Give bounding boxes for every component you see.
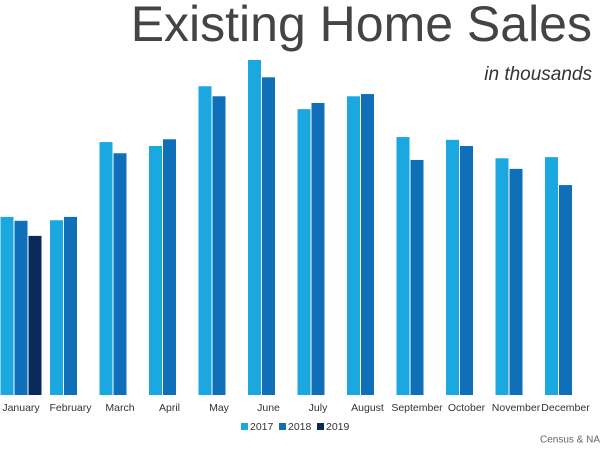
- bar: [509, 168, 523, 395]
- bar: [347, 96, 360, 396]
- chart-subtitle: in thousands: [484, 64, 592, 85]
- x-tick-label: December: [541, 402, 590, 414]
- x-tick-label: March: [105, 402, 134, 414]
- bar: [311, 102, 325, 395]
- bar: [149, 145, 162, 395]
- x-tick-label: August: [351, 402, 384, 414]
- legend-swatch: [279, 423, 286, 430]
- bar: [99, 142, 113, 395]
- bar: [396, 137, 410, 396]
- bar: [262, 77, 275, 395]
- bar: [0, 216, 14, 395]
- bar: [545, 157, 558, 395]
- chart-title: Existing Home Sales: [131, 0, 592, 52]
- x-tick-label: February: [49, 402, 92, 414]
- bar: [28, 235, 42, 395]
- bar: [361, 94, 374, 395]
- bar: [446, 139, 459, 395]
- bar: [64, 216, 77, 395]
- legend-label: 2018: [288, 421, 312, 433]
- legend-label: 2017: [250, 421, 274, 433]
- x-tick-label: September: [391, 402, 443, 414]
- x-tick-label: April: [159, 402, 180, 414]
- legend-label: 2019: [326, 421, 350, 433]
- bar: [113, 153, 127, 395]
- x-tick-label: November: [492, 402, 541, 414]
- x-tick-label: January: [2, 402, 40, 414]
- bar: [559, 185, 572, 395]
- bar: [495, 158, 509, 395]
- x-tick-label: June: [257, 402, 280, 414]
- bar: [410, 159, 424, 395]
- bar: [198, 86, 212, 395]
- bar: [14, 220, 28, 395]
- bar: [212, 96, 226, 396]
- bar: [163, 139, 176, 395]
- x-tick-label: October: [448, 402, 486, 414]
- x-tick-label: May: [209, 402, 230, 414]
- bar: [50, 220, 63, 395]
- legend-swatch: [241, 423, 248, 430]
- source-note: Census & NAR: [540, 435, 600, 446]
- bar: [248, 60, 261, 395]
- bar: [460, 145, 473, 395]
- x-tick-label: July: [309, 402, 328, 414]
- legend-swatch: [317, 423, 324, 430]
- bar: [297, 109, 311, 395]
